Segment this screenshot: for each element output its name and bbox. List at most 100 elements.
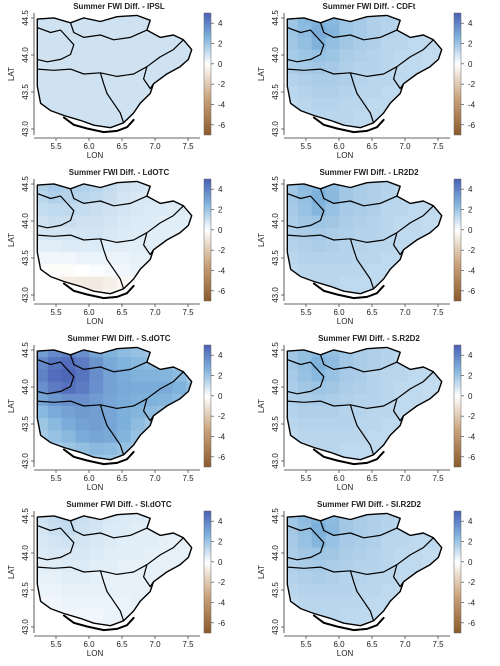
- heatmap-cell: [61, 596, 77, 610]
- heatmap-cell: [158, 381, 173, 395]
- heatmap-cell: [380, 535, 396, 549]
- heatmap-cell: [408, 49, 423, 63]
- heatmap-cell: [380, 227, 396, 241]
- x-tick-label: 7.0: [399, 308, 411, 317]
- heatmap-cell: [367, 584, 382, 597]
- heatmap-cell: [311, 49, 327, 63]
- heatmap-cell: [297, 513, 313, 524]
- heatmap-cell: [186, 215, 192, 229]
- coastline: [62, 116, 135, 134]
- x-axis-label: LON: [337, 483, 354, 492]
- heatmap-cell: [287, 454, 299, 460]
- heatmap-cell: [380, 122, 396, 128]
- heatmap-cell: [186, 369, 192, 383]
- heatmap-cell: [367, 86, 382, 99]
- heatmap-cell: [47, 369, 63, 383]
- heatmap-cell: [353, 74, 368, 87]
- heatmap-cell: [75, 37, 90, 51]
- heatmap-cell: [287, 122, 299, 128]
- heatmap-cell: [75, 584, 90, 597]
- heatmap-cell: [186, 559, 192, 573]
- heatmap-cell: [144, 288, 160, 294]
- heatmap-cell: [325, 430, 340, 444]
- heatmap-cell: [325, 215, 340, 229]
- heatmap-cell: [380, 61, 396, 75]
- heatmap-cell: [47, 74, 63, 87]
- department-border: [287, 371, 434, 410]
- colorbar-tick-label: -2: [468, 412, 476, 421]
- heatmap-cell: [422, 15, 437, 26]
- heatmap-cell: [408, 74, 423, 87]
- heatmap-cell: [325, 240, 340, 253]
- heatmap-cell: [287, 357, 299, 370]
- heatmap-cell: [37, 523, 49, 536]
- heatmap-cell: [186, 203, 192, 217]
- heatmap-cell: [367, 61, 382, 75]
- heatmap-cell: [37, 25, 49, 38]
- department-border: [143, 564, 154, 588]
- heatmap-cell: [367, 418, 382, 431]
- heatmap-cell: [103, 559, 118, 573]
- heatmap-cell: [75, 49, 90, 63]
- colorbar-tick-label: 2: [468, 40, 473, 49]
- heatmap-cell: [436, 347, 442, 358]
- heatmap-cell: [394, 288, 410, 294]
- x-axis-label: LON: [87, 649, 104, 658]
- heatmap-cell: [325, 25, 340, 38]
- heatmap-cell: [436, 37, 442, 51]
- y-tick-label: 43.0: [271, 453, 280, 469]
- heatmap-cell: [75, 203, 90, 217]
- colorbar-tick-label: 0: [468, 392, 473, 401]
- heatmap-cell: [130, 61, 146, 75]
- heatmap-cell: [408, 110, 423, 124]
- heatmap-cell: [117, 596, 132, 610]
- heatmap-cell: [75, 596, 90, 610]
- heatmap-cell: [158, 584, 173, 597]
- heatmap-cell: [89, 49, 104, 63]
- heatmap-cell: [186, 381, 192, 395]
- heatmap-cell: [408, 227, 423, 241]
- x-tick-label: 7.0: [149, 474, 161, 483]
- heatmap-cell: [130, 523, 146, 536]
- heatmap-cell: [287, 15, 299, 26]
- heatmap-cell: [325, 381, 340, 395]
- heatmap-cell: [186, 547, 192, 561]
- heatmap-cell: [297, 369, 313, 383]
- department-border: [99, 570, 125, 621]
- heatmap-cell: [61, 547, 77, 561]
- department-border: [143, 232, 154, 256]
- heatmap-cell: [172, 74, 187, 87]
- heatmap-cell: [103, 596, 118, 610]
- region-outline: [36, 346, 193, 461]
- heatmap-cell: [436, 608, 442, 622]
- heatmap-cell: [47, 98, 63, 112]
- colorbar-tick-label: -6: [468, 453, 476, 462]
- heatmap-cell: [130, 252, 146, 265]
- heatmap-cell: [103, 122, 118, 128]
- x-tick-label: 6.0: [333, 474, 345, 483]
- heatmap-cell: [103, 276, 118, 290]
- heatmap-cell: [408, 584, 423, 597]
- heatmap-cell: [61, 418, 77, 431]
- heatmap-cell: [311, 584, 327, 597]
- colorbar-tick-label: 4: [468, 19, 473, 28]
- y-axis-label: LAT: [7, 67, 16, 81]
- y-axis-label: LAT: [257, 565, 266, 579]
- heatmap-cell: [287, 596, 299, 610]
- heatmap-cell: [89, 86, 104, 99]
- heatmap-cell: [61, 61, 77, 75]
- heatmap-cell: [130, 393, 146, 407]
- heatmap-cell: [117, 584, 132, 597]
- heatmap-cell: [37, 347, 49, 358]
- department-border: [287, 205, 434, 244]
- heatmap-cell: [436, 252, 442, 265]
- heatmap-cell: [89, 37, 104, 51]
- heatmap-cell: [117, 357, 132, 370]
- heatmap-cell: [37, 620, 49, 626]
- colorbar-tick-label: 4: [218, 19, 223, 28]
- heatmap-cell: [325, 406, 340, 419]
- heatmap-cell: [297, 122, 313, 128]
- map-panel: Summer FWI Diff. - IPSL 5.5 6.0 6.5 7.0 7.5 LO…: [7, 2, 226, 160]
- heatmap-cell: [353, 240, 368, 253]
- heatmap-cell: [117, 393, 132, 407]
